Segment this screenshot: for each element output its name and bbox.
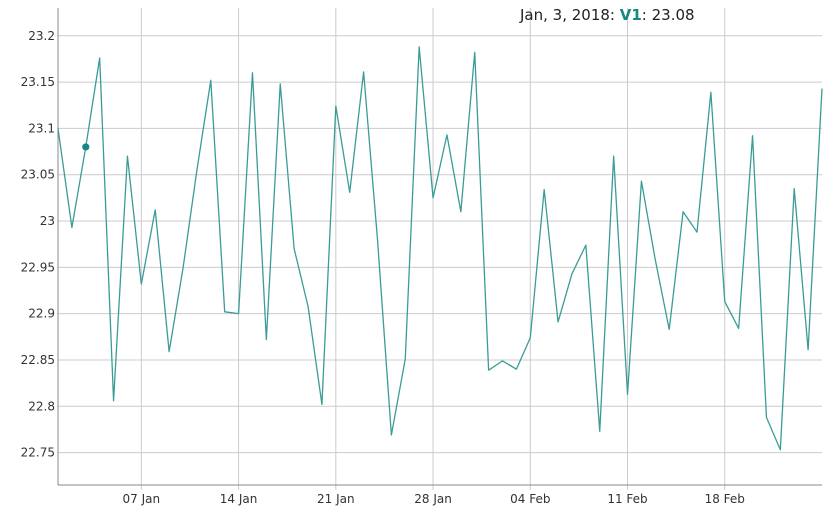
highlight-point xyxy=(82,143,90,151)
y-tick-label: 23.15 xyxy=(21,75,55,89)
y-tick-label: 23.1 xyxy=(28,121,55,135)
x-tick-label: 14 Jan xyxy=(220,492,258,506)
series-line-v1 xyxy=(57,46,823,451)
x-tick-label: 04 Feb xyxy=(510,492,550,506)
legend-series-name: V1 xyxy=(619,6,642,24)
y-tick-label: 22.9 xyxy=(28,307,55,321)
gridlines xyxy=(58,8,822,490)
y-tick-label: 23.2 xyxy=(28,29,55,43)
tick-labels: 23.2 23.15 23.1 23.05 23 22.95 22.9 22.85 22.8 22… xyxy=(21,29,745,506)
legend-date: Jan, 3, 2018 xyxy=(520,6,610,24)
y-tick-label: 22.95 xyxy=(21,260,55,274)
x-tick-label: 18 Feb xyxy=(705,492,745,506)
series-layer xyxy=(57,46,823,451)
y-tick-label: 22.85 xyxy=(21,353,55,367)
x-tick-label: 21 Jan xyxy=(317,492,355,506)
x-tick-label: 07 Jan xyxy=(123,492,161,506)
y-tick-label: 23.05 xyxy=(21,168,55,182)
y-tick-label: 22.8 xyxy=(28,399,55,413)
x-tick-label: 11 Feb xyxy=(607,492,647,506)
hover-legend: Jan, 3, 2018: V1: 23.08 xyxy=(520,6,695,24)
legend-value-separator: : xyxy=(641,6,652,24)
y-tick-label: 23 xyxy=(40,214,55,228)
y-tick-label: 22.75 xyxy=(21,446,55,460)
legend-separator: : xyxy=(609,6,620,24)
x-tick-label: 28 Jan xyxy=(414,492,452,506)
axes xyxy=(57,8,822,486)
legend-value: 23.08 xyxy=(651,6,695,24)
